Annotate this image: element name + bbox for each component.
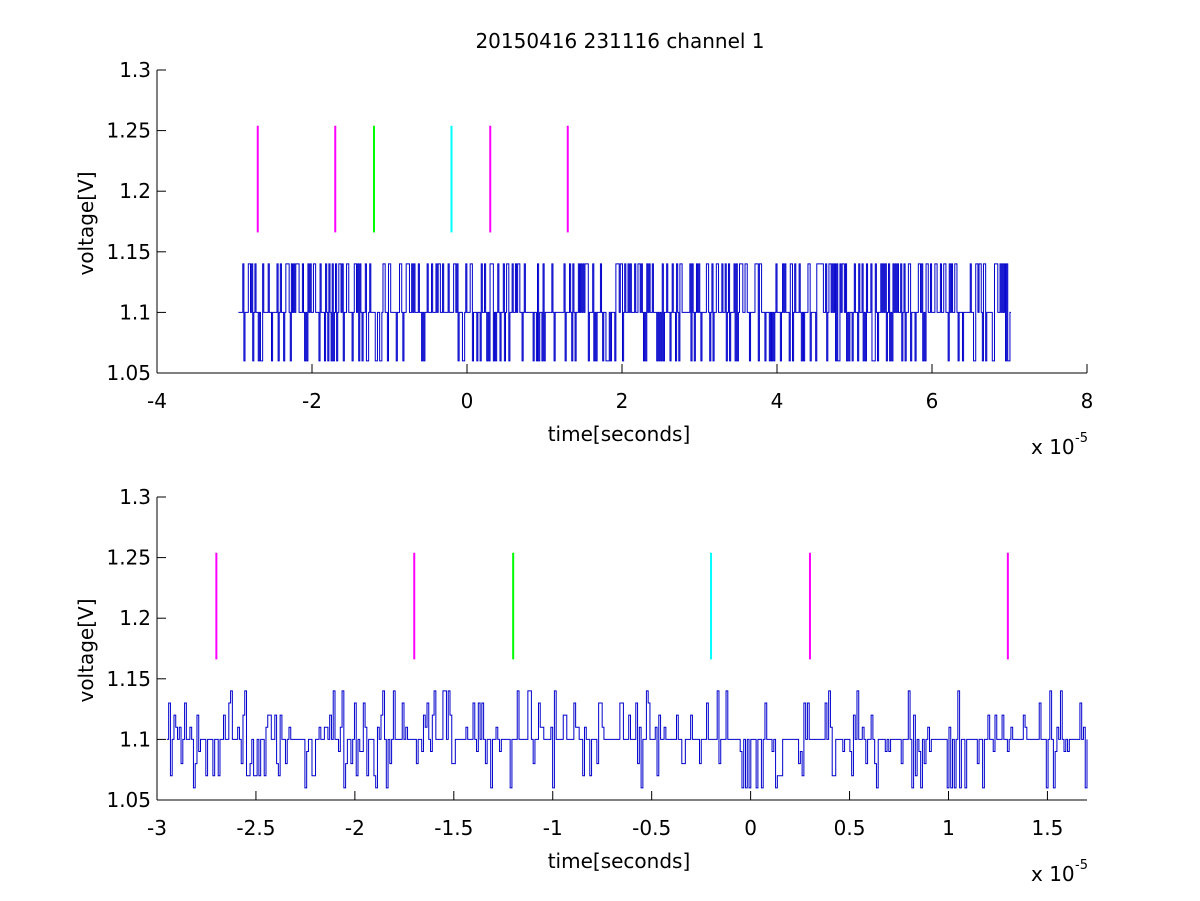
y-tick-label: 1.05 — [106, 361, 151, 385]
x-tick-label: 0.5 — [834, 816, 866, 840]
x-axis-label: time[seconds] — [548, 422, 691, 446]
y-tick-label: 1.2 — [119, 179, 151, 203]
x-tick-label: 2 — [616, 389, 629, 413]
y-tick-label: 1.25 — [106, 119, 151, 143]
x-tick-label: -0.5 — [632, 816, 671, 840]
signal-trace — [238, 263, 1012, 362]
x-tick-label: 8 — [1081, 389, 1094, 413]
y-tick-label: 1.15 — [106, 667, 151, 691]
bottom-subplot: 1.05 1.1 1.15 1.2 1.25 1.3 -3 -2.5 -2 -1.5 -1 -0.5 0… — [74, 485, 1088, 886]
y-tick-label: 1.15 — [106, 240, 151, 264]
x-tick-label: 1.5 — [1032, 816, 1064, 840]
x-tick-label: -2 — [302, 389, 322, 413]
x-tick-label: 4 — [771, 389, 784, 413]
x-exponent-label: x 10 — [1031, 862, 1075, 886]
y-tick-label: 1.25 — [106, 546, 151, 570]
signal-trace — [166, 690, 1088, 789]
y-tick-label: 1.1 — [119, 727, 151, 751]
x-tick-label: -4 — [147, 389, 167, 413]
x-tick-label: 6 — [926, 389, 939, 413]
x-tick-label: 1 — [942, 816, 955, 840]
x-tick-label: -2 — [345, 816, 365, 840]
y-tick-label: 1.3 — [119, 485, 151, 509]
x-exponent-power: -5 — [1075, 858, 1088, 873]
x-exponent-label: x 10 — [1031, 435, 1075, 459]
x-tick-label: 0 — [744, 816, 757, 840]
figure-title: 20150416 231116 channel 1 — [475, 29, 764, 53]
top-subplot: 1.05 1.1 1.15 1.2 1.25 1.3 -4 -2 0 2 4 6 8 time[secon… — [74, 58, 1093, 459]
y-tick-label: 1.05 — [106, 788, 151, 812]
x-tick-label: 0 — [461, 389, 474, 413]
y-axis-label: voltage[V] — [74, 171, 98, 275]
x-tick-label: -1 — [543, 816, 563, 840]
y-axis-label: voltage[V] — [74, 598, 98, 702]
x-tick-label: -3 — [147, 816, 167, 840]
x-exponent-power: -5 — [1075, 431, 1088, 446]
y-tick-label: 1.1 — [119, 300, 151, 324]
x-axis-label: time[seconds] — [548, 849, 691, 873]
x-tick-label: -1.5 — [434, 816, 473, 840]
y-tick-label: 1.3 — [119, 58, 151, 82]
y-tick-label: 1.2 — [119, 606, 151, 630]
x-tick-label: -2.5 — [236, 816, 275, 840]
